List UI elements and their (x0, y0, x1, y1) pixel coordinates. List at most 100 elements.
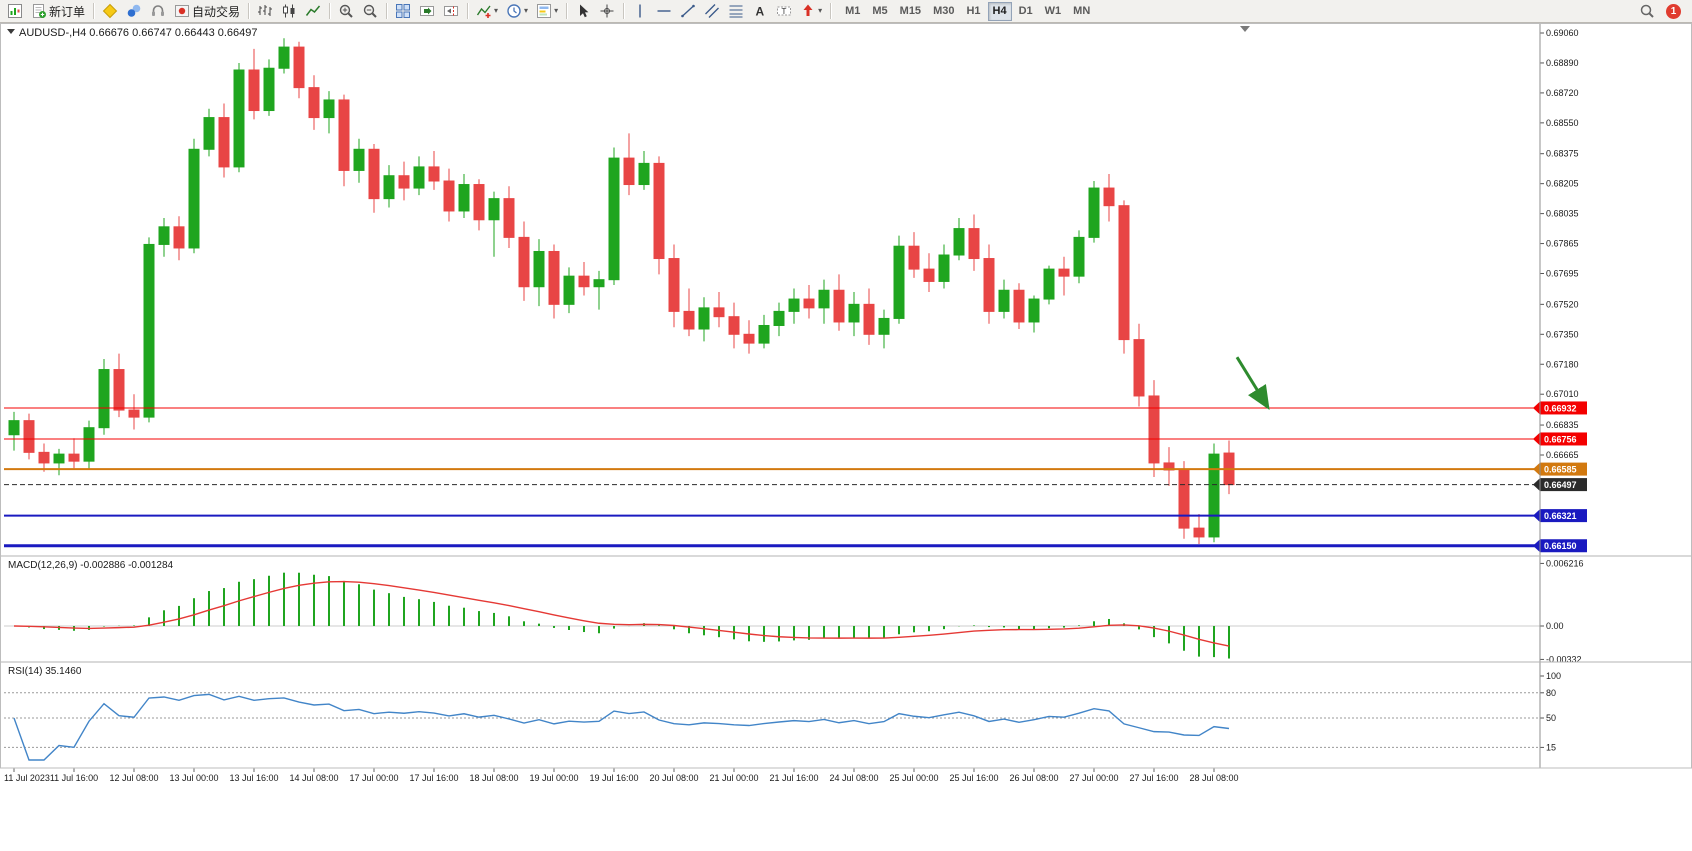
channel-button[interactable] (700, 1, 724, 21)
timeframe-button-m15[interactable]: M15 (895, 2, 926, 21)
rsi-axis-label: 100 (1546, 671, 1561, 681)
time-axis-label: 11 Jul 16:00 (50, 773, 98, 783)
candle-body (1013, 289, 1025, 323)
dropdown-caret-icon: ▾ (818, 6, 823, 15)
price-badge-notch (1533, 401, 1540, 415)
candle-body (563, 275, 575, 305)
candle-body (998, 289, 1010, 312)
time-axis-label: 17 Jul 00:00 (349, 773, 398, 783)
time-axis-label: 11 Jul 2023 (4, 773, 50, 783)
candle-body (1103, 187, 1115, 207)
vertical-line-icon (639, 4, 641, 18)
price-badge-label: 0.66932 (1544, 403, 1577, 413)
time-axis-label: 26 Jul 08:00 (1009, 773, 1058, 783)
tile-windows-button[interactable] (391, 1, 415, 21)
bar-chart-button[interactable] (253, 1, 277, 21)
price-badge (1540, 539, 1587, 553)
zoom-out-button[interactable] (358, 1, 382, 21)
search-button[interactable] (1635, 1, 1659, 21)
auto-scroll-button[interactable] (415, 1, 439, 21)
text-button[interactable]: A (748, 1, 772, 21)
timeframe-button-w1[interactable]: W1 (1040, 2, 1067, 21)
candle-body (668, 258, 680, 312)
chart-shift-marker[interactable] (1240, 26, 1250, 32)
chart-shift-button[interactable] (439, 1, 463, 21)
timeframe-button-mn[interactable]: MN (1068, 2, 1095, 21)
cursor-icon (580, 4, 589, 18)
timeframe-button-d1[interactable]: D1 (1014, 2, 1038, 21)
candle-body (158, 226, 170, 245)
new-order-button[interactable]: 新订单 (27, 1, 89, 21)
auto-scroll-icon (420, 6, 435, 16)
candle-body (578, 275, 590, 288)
metaeditor-button[interactable] (98, 1, 122, 21)
time-axis-label: 19 Jul 00:00 (529, 773, 578, 783)
zoom-out-icon (363, 4, 377, 18)
price-axis-label: 0.68205 (1546, 179, 1579, 189)
candlestick-chart-button[interactable] (277, 1, 301, 21)
time-axis-label: 24 Jul 08:00 (829, 773, 878, 783)
macd-signal-line (13, 580, 1230, 647)
price-badge-notch (1533, 478, 1540, 492)
timeframe-button-m5[interactable]: M5 (867, 2, 892, 21)
chart-window[interactable]: 0.006216 0.00 -0.00332 100 80 50 15 0.66932 0.… (0, 23, 1692, 851)
line-chart-icon (305, 5, 321, 16)
zoom-in-button[interactable] (334, 1, 358, 21)
candle-body (398, 175, 410, 189)
timeframe-button-h4[interactable]: H4 (987, 1, 1012, 21)
candle-body (233, 69, 245, 168)
fibonacci-button[interactable] (724, 1, 748, 21)
candle-body (728, 316, 740, 335)
price-badge-label: 0.66585 (1544, 465, 1577, 475)
market-watch-button[interactable] (122, 1, 146, 21)
symbol-dropdown-icon[interactable] (7, 29, 15, 34)
candle-body (653, 162, 665, 260)
price-badge-notch (1533, 509, 1540, 523)
candle-body (758, 324, 770, 344)
new-chart-button[interactable] (3, 1, 27, 21)
candle-body (68, 453, 80, 462)
timeframe-button-m1[interactable]: M1 (840, 2, 865, 21)
templates-icon (537, 4, 552, 18)
trendline-button[interactable] (676, 1, 700, 21)
periods-button[interactable]: ▾ (502, 1, 532, 21)
vertical-line-button[interactable] (628, 1, 652, 21)
notification-badge[interactable]: 1 (1666, 3, 1681, 19)
crosshair-button[interactable] (595, 1, 619, 21)
candle-body (1208, 453, 1220, 538)
time-axis[interactable]: 11 Jul 2023 11 Jul 16:00 12 Jul 08:00 13 Ju… (4, 768, 1239, 783)
indicators-button[interactable]: ▾ (472, 1, 502, 21)
time-axis-label: 14 Jul 08:00 (289, 773, 338, 783)
line-chart-button[interactable] (301, 1, 325, 21)
candle-body (788, 298, 800, 312)
arrows-button[interactable]: ▾ (796, 1, 826, 21)
candle-body (848, 303, 860, 323)
trendline-icon (681, 4, 695, 18)
support-button[interactable] (146, 1, 170, 21)
trend-arrow-annotation[interactable] (1235, 356, 1270, 410)
candle-body (683, 310, 695, 330)
market-watch-icon (127, 4, 141, 17)
dropdown-caret-icon: ▾ (524, 6, 529, 15)
timeframe-button-h1[interactable]: H1 (961, 2, 985, 21)
templates-button[interactable]: ▾ (532, 1, 562, 21)
text-label-button[interactable]: T (772, 1, 796, 21)
candle-body (113, 369, 125, 411)
horizontal-line-button[interactable] (652, 1, 676, 21)
price-axis-label: 0.67180 (1546, 359, 1579, 369)
timeframe-button-m30[interactable]: M30 (928, 2, 959, 21)
toolbar-separator (566, 3, 568, 19)
cursor-button[interactable] (571, 1, 595, 21)
rsi-label: RSI(14) 35.1460 (8, 666, 82, 677)
candle-body (488, 198, 500, 221)
time-axis-label: 18 Jul 08:00 (469, 773, 518, 783)
candle-body (863, 303, 875, 335)
candle-body (923, 268, 935, 282)
autotrade-button[interactable]: 自动交易 (170, 1, 244, 21)
price-axis-label: 0.67010 (1546, 389, 1579, 399)
toolbar-separator (467, 3, 469, 19)
price-badge-label: 0.66756 (1544, 434, 1577, 444)
price-badge (1540, 478, 1587, 492)
price-badge (1540, 509, 1587, 523)
